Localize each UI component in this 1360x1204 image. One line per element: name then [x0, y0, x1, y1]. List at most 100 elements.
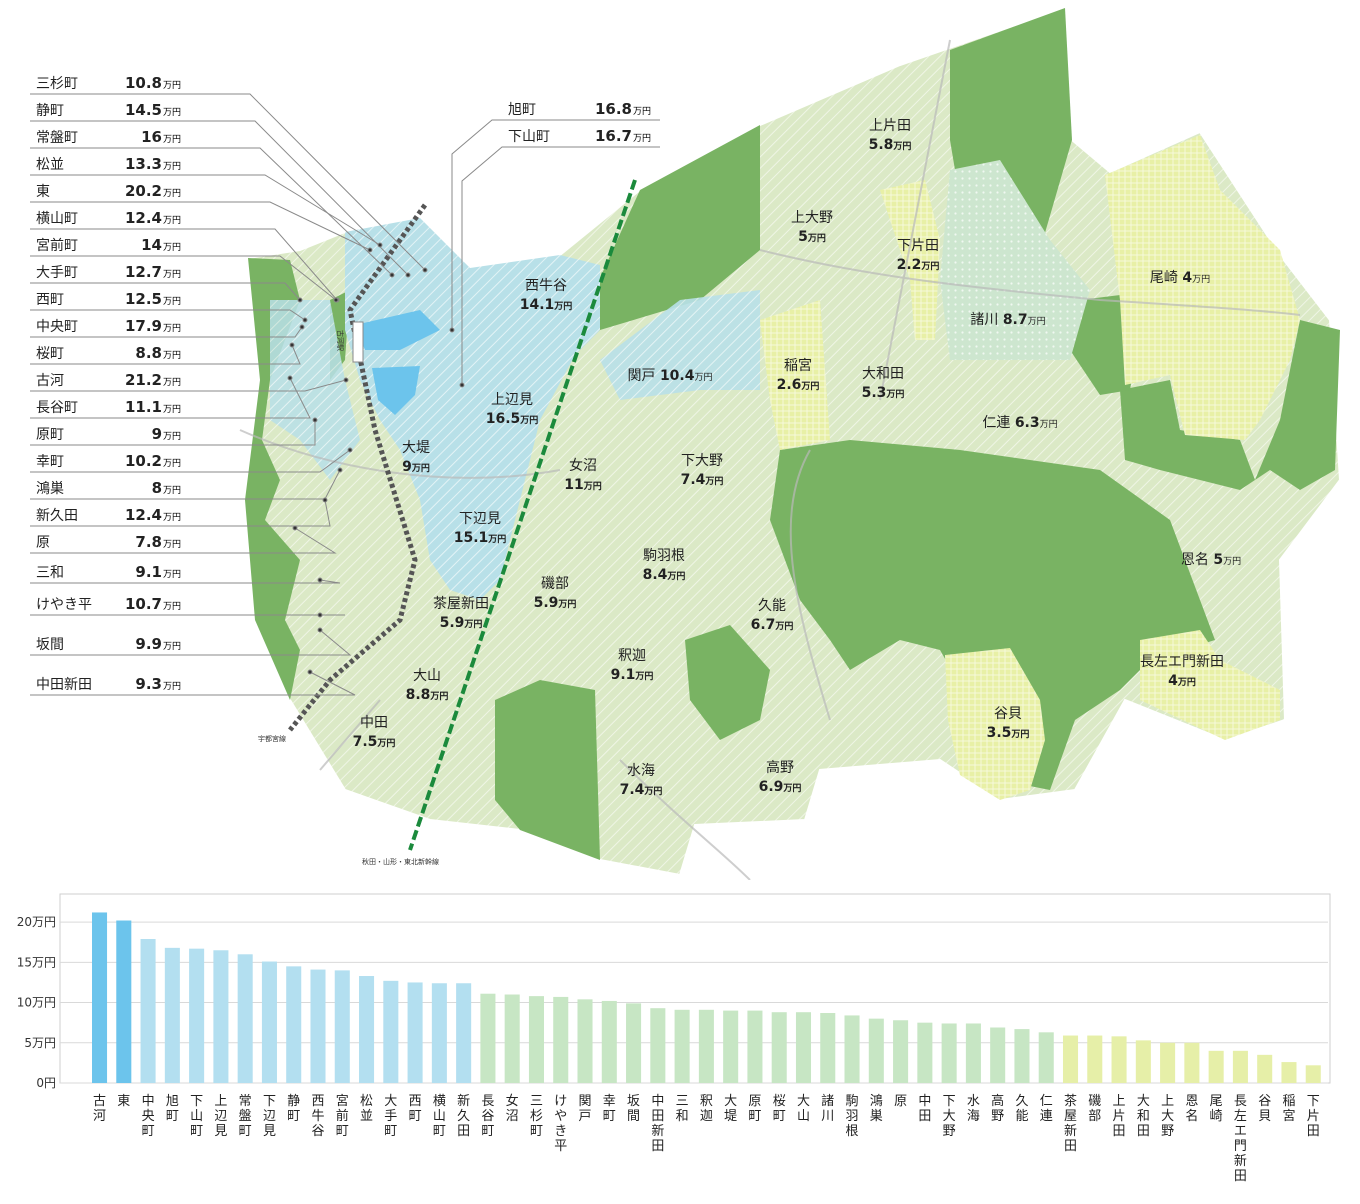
- side-label-value: 16: [141, 128, 162, 146]
- category-label: 大: [384, 1094, 397, 1109]
- station-label: 古河駅: [336, 330, 345, 351]
- side-label-unit: 万円: [163, 107, 181, 118]
- bar: [1160, 1042, 1176, 1083]
- side-label-name: 松並: [36, 157, 64, 173]
- category-label: 新: [651, 1123, 664, 1139]
- category-label: 田: [1137, 1124, 1150, 1139]
- category-label: 旭: [166, 1094, 179, 1109]
- side-label-unit: 万円: [163, 80, 181, 91]
- category-label: 新: [1064, 1123, 1077, 1139]
- shinkansen-label: 秋田・山形・東北新幹線: [362, 857, 439, 866]
- category-label: 長: [481, 1094, 494, 1109]
- bar: [504, 994, 520, 1083]
- category-label: 田: [1234, 1169, 1247, 1184]
- side-label-value: 7.8: [135, 533, 162, 551]
- category-label: 古: [93, 1094, 106, 1109]
- side-label-value: 9.3: [135, 675, 162, 693]
- leader-line: [30, 671, 356, 696]
- side-label-name: 三和: [36, 565, 64, 581]
- category-label: 谷: [1258, 1094, 1271, 1109]
- category-label: 和: [1137, 1109, 1150, 1124]
- side-label-value: 9: [152, 425, 162, 443]
- side-label-unit: 万円: [163, 431, 181, 442]
- category-label: 杉: [530, 1109, 543, 1124]
- category-label: 名: [1185, 1108, 1198, 1124]
- side-label-name: 幸町: [36, 454, 64, 470]
- category-label: 野: [943, 1124, 956, 1139]
- map-label-name: 中田: [360, 715, 388, 731]
- category-label: 部: [1088, 1109, 1101, 1124]
- category-label: 久: [457, 1109, 470, 1124]
- leader-dot: [377, 242, 383, 248]
- side-label-value: 12.5: [125, 290, 162, 308]
- bar: [601, 1000, 617, 1083]
- side-label-unit: 万円: [163, 539, 181, 550]
- bar: [1184, 1042, 1200, 1083]
- category-label: 恩: [1185, 1094, 1198, 1109]
- category-label: 間: [627, 1109, 640, 1124]
- leader-line: [30, 255, 337, 301]
- bar: [893, 1020, 909, 1083]
- category-label: 茶: [1064, 1093, 1077, 1109]
- leader-line: [30, 174, 381, 246]
- map-label-name: 駒羽根: [643, 548, 685, 564]
- bar: [577, 999, 593, 1083]
- map-label-name: 高野: [766, 759, 794, 776]
- bar: [140, 939, 156, 1083]
- category-label: 町: [239, 1124, 252, 1139]
- side-label-value: 12.4: [125, 506, 162, 524]
- category-label: 町: [603, 1109, 616, 1124]
- category-label: 河: [93, 1109, 106, 1124]
- category-label: 山: [433, 1109, 446, 1124]
- category-label: 崎: [1210, 1109, 1223, 1124]
- side-label-name: 横山町: [36, 211, 78, 227]
- side-label-value: 20.2: [125, 182, 162, 200]
- category-label: 盤: [239, 1109, 252, 1124]
- category-label: エ: [1234, 1124, 1247, 1139]
- leader-line: [30, 120, 409, 276]
- category-label: 長: [1234, 1094, 1247, 1109]
- leader-dot: [459, 382, 465, 388]
- bar: [771, 1012, 787, 1083]
- category-label: 前: [336, 1108, 349, 1124]
- side-label-name: 中田新田: [36, 677, 92, 693]
- category-label: 宮: [1282, 1108, 1295, 1124]
- category-label: 磯: [1088, 1094, 1101, 1109]
- side-label-unit: 万円: [163, 641, 181, 652]
- leader-line: [30, 377, 311, 419]
- bar: [1014, 1029, 1030, 1083]
- category-label: 新: [457, 1093, 470, 1109]
- category-label: 見: [214, 1124, 227, 1139]
- side-label-name: 東: [36, 184, 50, 200]
- bar: [698, 1009, 714, 1083]
- side-label-unit: 万円: [163, 681, 181, 692]
- side-label-unit: 万円: [163, 161, 181, 172]
- leader-dot: [289, 342, 295, 348]
- category-label: 山: [190, 1109, 203, 1124]
- leader-dot: [389, 272, 395, 278]
- side-label-unit: 万円: [163, 323, 181, 334]
- category-label: 中: [142, 1094, 155, 1109]
- category-label: 尾: [1210, 1094, 1223, 1109]
- category-label: 西: [409, 1094, 422, 1109]
- category-label: 貝: [1258, 1109, 1271, 1124]
- side-label-name: 鴻巣: [36, 481, 64, 497]
- leader-dot: [302, 317, 308, 323]
- leader-dot: [347, 447, 353, 453]
- side-label-unit: 万円: [163, 269, 181, 280]
- leader-line: [461, 146, 660, 385]
- category-label: 鴻: [870, 1094, 883, 1109]
- map-label-name: 茶屋新田: [433, 596, 489, 612]
- side-label-value: 12.7: [125, 263, 162, 281]
- map-label-name: 長左エ門新田: [1140, 654, 1224, 670]
- bar: [941, 1023, 957, 1083]
- side-label-name: 中央町: [36, 319, 78, 335]
- bar: [1062, 1035, 1079, 1083]
- leader-dot: [367, 247, 373, 253]
- category-label: 能: [1015, 1109, 1028, 1124]
- leader-line: [30, 326, 303, 338]
- bar: [116, 920, 132, 1083]
- category-label: や: [554, 1109, 567, 1124]
- side-label-unit: 万円: [163, 404, 181, 415]
- category-label: 屋: [1064, 1109, 1077, 1124]
